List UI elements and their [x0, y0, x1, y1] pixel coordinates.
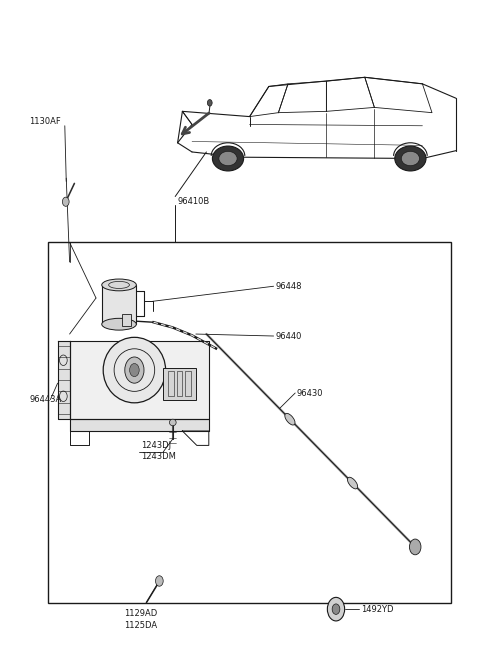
Text: 96430: 96430 [297, 388, 323, 398]
Bar [185, 371, 191, 396]
Text: 96440: 96440 [275, 331, 301, 341]
Text: 1243DM: 1243DM [141, 452, 176, 461]
Circle shape [332, 604, 340, 614]
Text: 1243DJ: 1243DJ [141, 441, 171, 450]
Circle shape [409, 539, 421, 555]
Circle shape [207, 100, 212, 106]
Ellipse shape [212, 146, 243, 171]
Circle shape [156, 576, 163, 586]
Ellipse shape [395, 146, 426, 171]
Polygon shape [70, 419, 209, 431]
Text: 1492YD: 1492YD [361, 605, 394, 614]
Ellipse shape [102, 318, 136, 330]
Ellipse shape [401, 151, 420, 166]
Ellipse shape [219, 151, 237, 166]
Bar [102, 285, 136, 324]
Polygon shape [70, 341, 209, 419]
Ellipse shape [285, 413, 295, 425]
Bar [168, 371, 174, 396]
Bar [163, 368, 196, 400]
Ellipse shape [103, 337, 166, 403]
Text: 96448: 96448 [275, 282, 301, 291]
Circle shape [125, 357, 144, 383]
Text: 1125DA: 1125DA [124, 621, 157, 630]
Bar [122, 314, 131, 326]
Ellipse shape [348, 477, 358, 489]
Bar [177, 371, 182, 396]
Text: 1129AD: 1129AD [124, 609, 157, 618]
Text: 96443A: 96443A [30, 395, 62, 404]
Text: 96410B: 96410B [178, 196, 210, 206]
Ellipse shape [102, 279, 136, 291]
Polygon shape [58, 341, 70, 419]
Circle shape [327, 597, 345, 621]
Bar [48, 242, 451, 603]
Text: 1130AF: 1130AF [29, 117, 60, 126]
Circle shape [130, 364, 139, 377]
Circle shape [62, 197, 69, 206]
Ellipse shape [169, 419, 176, 426]
